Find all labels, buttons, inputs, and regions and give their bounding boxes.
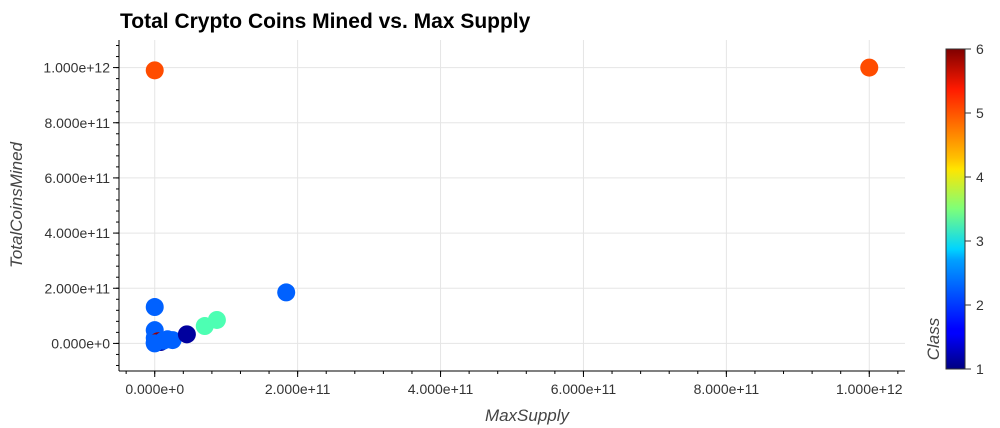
scatter-point bbox=[860, 58, 879, 77]
y-tick-label: 4.000e+11 bbox=[44, 225, 110, 241]
data-points bbox=[145, 58, 879, 353]
x-tick-label: 6.000e+11 bbox=[551, 381, 617, 397]
scatter-point bbox=[277, 283, 296, 302]
scatter-point bbox=[177, 325, 196, 344]
colorbar-tick-label: 3 bbox=[976, 233, 984, 249]
colorbar-tick-label: 4 bbox=[976, 169, 984, 185]
colorbar-tick-label: 2 bbox=[976, 297, 984, 313]
scatter-point bbox=[145, 298, 164, 317]
grid-lines bbox=[119, 40, 905, 371]
colorbar-label: Class bbox=[924, 317, 943, 360]
y-tick-label: 0.000e+0 bbox=[51, 335, 110, 351]
colorbar-ticks: 1 2 3 4 5 6 bbox=[965, 41, 984, 377]
plot-area bbox=[119, 40, 905, 371]
scatter-point bbox=[145, 61, 164, 80]
x-axis: 0.000e+0 2.000e+11 4.000e+11 6.000e+11 8.000… bbox=[119, 370, 905, 397]
colorbar-gradient bbox=[945, 48, 966, 370]
x-axis-label: MaxSupply bbox=[485, 406, 571, 425]
y-tick-label: 1.000e+12 bbox=[43, 60, 110, 76]
scatter-point bbox=[163, 331, 182, 350]
y-axis-label: TotalCoinsMined bbox=[7, 141, 26, 268]
y-tick-label: 2.000e+11 bbox=[44, 280, 110, 296]
y-axis: 0.000e+0 2.000e+11 4.000e+11 6.000e+11 8.000… bbox=[43, 40, 120, 371]
colorbar: 1 2 3 4 5 6 Class bbox=[924, 41, 984, 377]
y-tick-label: 8.000e+11 bbox=[44, 115, 110, 131]
colorbar-tick-label: 6 bbox=[976, 41, 984, 57]
x-tick-label: 2.000e+11 bbox=[265, 381, 331, 397]
scatter-point bbox=[207, 310, 226, 329]
x-tick-label: 1.000e+12 bbox=[836, 381, 903, 397]
colorbar-tick-label: 1 bbox=[976, 361, 984, 377]
colorbar-tick-label: 5 bbox=[976, 105, 984, 121]
chart-title: Total Crypto Coins Mined vs. Max Supply bbox=[120, 10, 531, 33]
x-tick-label: 4.000e+11 bbox=[408, 381, 474, 397]
y-tick-label: 6.000e+11 bbox=[44, 170, 110, 186]
x-tick-label: 0.000e+0 bbox=[125, 381, 184, 397]
x-tick-label: 8.000e+11 bbox=[694, 381, 760, 397]
scatter-point bbox=[145, 334, 164, 353]
